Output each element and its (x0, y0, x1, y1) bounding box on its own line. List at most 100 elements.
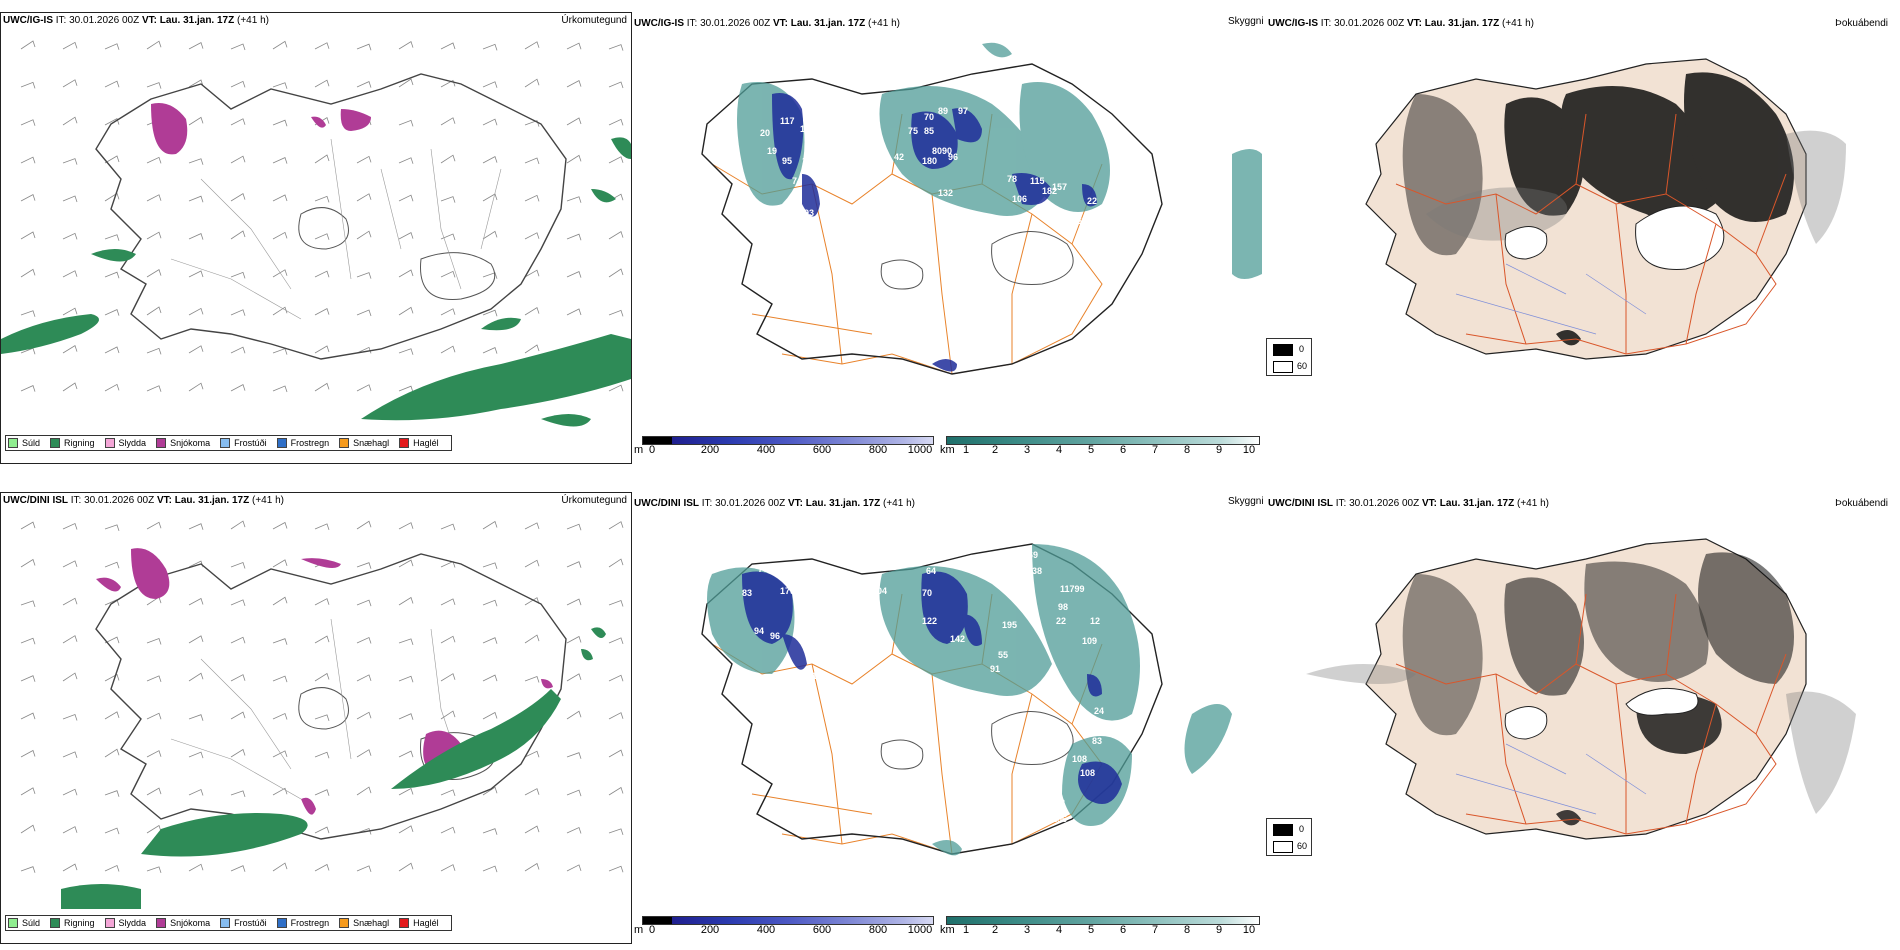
wind-barb (20, 385, 36, 392)
wind-barb (398, 596, 414, 606)
precip-map (1, 40, 631, 427)
colorbar-distance-tick: 2 (991, 444, 999, 456)
visibility-label: 117 (780, 116, 795, 126)
wind-barb (524, 634, 540, 644)
colorbar-distance-swatches (946, 916, 1260, 925)
vt-label: VT: (772, 18, 788, 29)
fog-legend: 0 60 (1266, 818, 1312, 856)
legend-label: Súld (22, 438, 41, 448)
wind-barb (440, 598, 456, 606)
precip-legend: Súld Rigning Slydda Snjókoma Frostúði Frostre… (5, 915, 452, 931)
it-label: IT: (701, 498, 713, 509)
visibility-label: 104 (872, 586, 887, 596)
wind-barb (356, 309, 372, 317)
precip-panel-row2: UWC/DINI ISL IT: 30.01.2026 00Z VT: Lau.… (0, 492, 632, 944)
visibility-label: 142 (950, 634, 965, 644)
wind-barb (608, 384, 624, 392)
wind-barb (230, 711, 246, 720)
visibility-label: 70 (924, 112, 934, 122)
colorbar-height-unit: m (634, 444, 644, 456)
legend-label: Slydda (118, 438, 147, 448)
wind-barb (272, 712, 288, 720)
wind-barb (356, 599, 372, 607)
wind-barb (104, 43, 120, 50)
wind-barb (398, 522, 414, 530)
legend-item: Súld (8, 438, 40, 448)
wind-barb (104, 346, 120, 354)
visibility-label: 12 (1090, 616, 1100, 626)
wind-barb (62, 522, 78, 530)
wind-barb (62, 863, 78, 872)
wind-barb (146, 824, 162, 834)
wind-barb (398, 78, 414, 88)
visibility-label: 90 (942, 146, 952, 156)
wind-barb (62, 788, 78, 796)
wind-barb (482, 81, 498, 88)
wind-barb (272, 559, 288, 568)
legend-label: Frostúði (234, 918, 267, 928)
wind-barb (608, 521, 624, 530)
legend-item: Slydda (104, 438, 147, 448)
lead-time: (+41 h) (868, 18, 900, 29)
visibility-label: 20 (760, 128, 770, 138)
wind-barb (482, 786, 498, 796)
wind-barb (566, 673, 582, 682)
wind-barb (566, 117, 582, 126)
wind-barb (524, 120, 540, 127)
legend-label: Frostregn (290, 438, 330, 448)
wind-barb (20, 194, 36, 202)
visibility-label: 122 (922, 616, 937, 626)
fog-map (1365, 58, 1846, 360)
visibility-label: 55 (998, 650, 1008, 660)
legend-swatch (339, 918, 350, 928)
wind-barb (524, 306, 540, 316)
wind-barb (482, 309, 498, 317)
wind-barb (482, 193, 498, 202)
wind-barb (104, 383, 120, 392)
fog-legend-white-swatch (1273, 361, 1293, 373)
visibility-label: 83 (1092, 736, 1102, 746)
visibility-label: 98 (1058, 602, 1068, 612)
wind-barb (20, 310, 36, 317)
wind-barb (482, 156, 498, 164)
wind-barb (440, 710, 456, 720)
wind-barb (272, 82, 288, 89)
visibility-label: 132 (938, 188, 953, 198)
wind-barb (314, 789, 330, 796)
it-value: 30.01.2026 00Z (84, 495, 155, 506)
wind-barb (272, 119, 288, 127)
visibility-panel-row1: UWC/IG-IS IT: 30.01.2026 00Z VT: Lau. 31… (632, 12, 1266, 464)
wind-barb (398, 559, 414, 568)
visibility-label: 160 (1072, 216, 1087, 226)
legend-swatch (220, 918, 231, 928)
wind-barb (62, 307, 78, 316)
visibility-label: 97 (958, 106, 968, 116)
fog-panel-row2: UWC/DINI ISL IT: 30.01.2026 00Z VT: Lau.… (1266, 492, 1900, 944)
wind-barb (272, 231, 288, 240)
panel-header: UWC/IG-IS IT: 30.01.2026 00Z VT: Lau. 31… (3, 15, 269, 26)
visibility-label: 12 (970, 236, 980, 246)
colorbar-distance-tick: 6 (1119, 924, 1127, 936)
fog-legend-low: 60 (1297, 361, 1308, 371)
legend-label: Snæhagl (353, 918, 390, 928)
wind-barb (356, 384, 372, 392)
wind-barb (62, 158, 78, 165)
visibility-label: 182 (1042, 186, 1057, 196)
land-fill (1365, 538, 1807, 840)
visibility-panel-row2: UWC/DINI ISL IT: 30.01.2026 00Z VT: Lau.… (632, 492, 1266, 944)
wind-barb (230, 43, 246, 51)
visibility-label: 74 (792, 176, 802, 186)
wind-barb (104, 234, 120, 241)
wind-barb (566, 752, 582, 759)
legend-item: Frostregn (276, 438, 330, 448)
legend-item: Frostregn (276, 918, 329, 928)
wind-barb (20, 637, 36, 645)
wind-barb (188, 382, 204, 392)
wind-barb (230, 271, 246, 279)
wind-barb (146, 40, 162, 50)
model-name: UWC/IG-IS (3, 15, 53, 26)
lead-time: (+41 h) (883, 498, 915, 509)
visibility-title: Skyggni (1228, 496, 1264, 507)
wind-barb (524, 522, 540, 530)
wind-barb (188, 751, 204, 759)
